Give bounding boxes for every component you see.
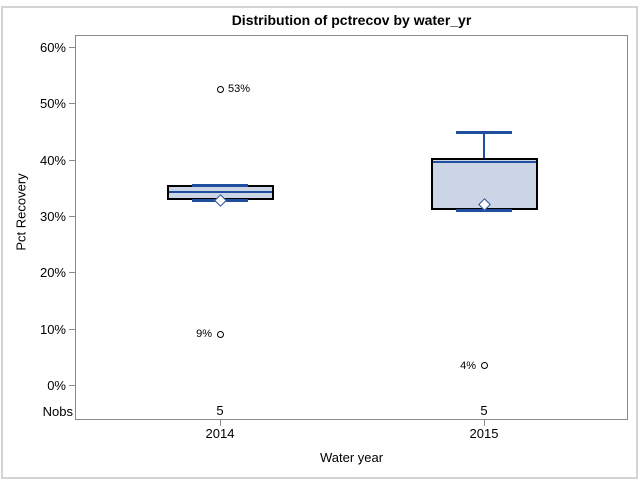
chart-title: Distribution of pctrecov by water_yr	[231, 12, 472, 28]
y-tick-mark	[69, 328, 75, 330]
plot-area	[75, 35, 628, 420]
y-tick-label: 60%	[39, 40, 66, 55]
outlier-label: 4%	[460, 359, 476, 372]
nobs-row-label: Nobs	[42, 404, 73, 419]
nobs-value: 5	[480, 403, 488, 418]
y-tick-label: 50%	[39, 96, 66, 112]
y-tick-mark	[69, 103, 75, 105]
upper-whisker-cap	[456, 130, 512, 134]
upper-whisker-line	[483, 131, 485, 158]
y-tick-mark	[69, 272, 75, 274]
outlier-marker	[216, 330, 224, 338]
outlier-marker	[216, 85, 224, 93]
y-tick-mark	[69, 159, 75, 161]
y-tick-mark	[69, 216, 75, 217]
y-tick-mark	[69, 47, 75, 48]
y-tick-label: 30%	[39, 209, 66, 224]
outlier-label: 53%	[228, 83, 251, 96]
median-line	[168, 190, 272, 193]
x-tick-mark	[220, 420, 221, 426]
x-tick-mark	[484, 420, 485, 426]
outlier-marker	[480, 362, 488, 370]
upper-whisker-cap	[192, 184, 248, 188]
outlier-label: 9%	[196, 328, 212, 341]
x-tick-label: 2015	[469, 426, 499, 441]
y-tick-label: 10%	[39, 321, 66, 337]
x-axis-title: Water year	[319, 450, 384, 465]
y-tick-label: 40%	[39, 152, 66, 168]
median-line	[432, 161, 536, 164]
y-tick-label: 20%	[39, 265, 66, 281]
nobs-value: 5	[216, 403, 224, 418]
y-tick-mark	[69, 385, 75, 386]
x-tick-label: 2014	[205, 426, 235, 441]
y-tick-label: 0%	[47, 378, 66, 393]
